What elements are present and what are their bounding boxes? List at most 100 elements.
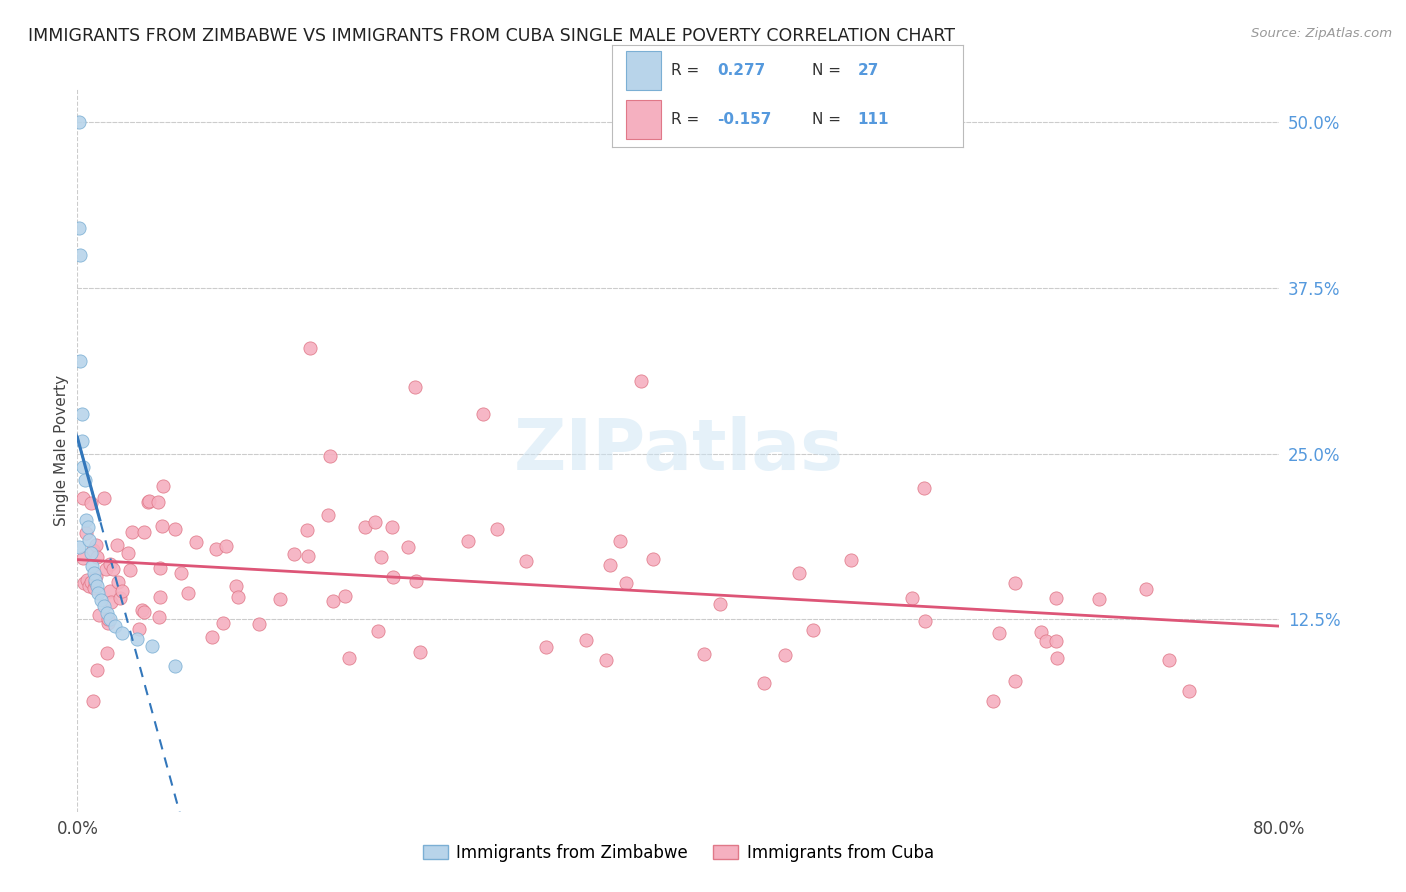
Point — [75, 526, 97, 541]
Point — [981, 694, 1004, 708]
Point — [87, 586, 110, 600]
Point — [107, 575, 129, 590]
Point — [75, 513, 97, 527]
Point — [641, 552, 664, 566]
Point — [87, 608, 110, 623]
Point — [177, 585, 200, 599]
Point — [801, 623, 824, 637]
Point — [370, 549, 392, 564]
Point — [485, 522, 508, 536]
Text: R =: R = — [672, 112, 704, 127]
Point — [134, 605, 156, 619]
Point — [70, 434, 93, 448]
Point — [396, 540, 419, 554]
Point — [382, 570, 405, 584]
Text: ZIPatlas: ZIPatlas — [513, 416, 844, 485]
Point — [299, 341, 322, 355]
Point — [283, 547, 305, 561]
Point — [839, 552, 862, 566]
Point — [914, 614, 936, 628]
Point — [247, 616, 270, 631]
Point — [80, 546, 103, 560]
Point — [614, 576, 637, 591]
Point — [1029, 624, 1052, 639]
Point — [96, 646, 118, 660]
Point — [86, 579, 108, 593]
Point — [111, 583, 134, 598]
Point — [212, 615, 235, 630]
Point — [72, 551, 94, 566]
Point — [84, 569, 107, 583]
Point — [149, 590, 172, 604]
Point — [131, 603, 153, 617]
Point — [364, 515, 387, 529]
Point — [82, 543, 104, 558]
Point — [1135, 582, 1157, 596]
Point — [1088, 591, 1111, 606]
Point — [111, 625, 134, 640]
Point — [404, 380, 426, 394]
Point — [515, 554, 537, 568]
Text: 0.277: 0.277 — [717, 62, 765, 78]
Point — [1046, 650, 1069, 665]
Point — [72, 460, 94, 475]
Point — [100, 595, 122, 609]
Point — [105, 538, 128, 552]
Point — [90, 592, 112, 607]
Point — [316, 508, 339, 523]
Point — [152, 479, 174, 493]
Point — [1004, 673, 1026, 688]
Point — [900, 591, 922, 605]
Point — [1004, 575, 1026, 590]
Point — [117, 546, 139, 560]
Point — [1045, 591, 1067, 605]
Point — [381, 520, 404, 534]
Point — [335, 589, 357, 603]
Point — [98, 583, 121, 598]
Point — [84, 573, 107, 587]
Point — [269, 591, 291, 606]
Point — [149, 561, 172, 575]
Point — [709, 597, 731, 611]
Point — [127, 632, 149, 647]
Point — [405, 574, 427, 589]
Point — [692, 647, 714, 661]
Point — [77, 579, 100, 593]
Point — [138, 493, 160, 508]
Point — [97, 615, 120, 630]
Text: N =: N = — [813, 112, 846, 127]
Point — [1045, 634, 1067, 648]
Text: -0.157: -0.157 — [717, 112, 772, 127]
Text: IMMIGRANTS FROM ZIMBABWE VS IMMIGRANTS FROM CUBA SINGLE MALE POVERTY CORRELATION: IMMIGRANTS FROM ZIMBABWE VS IMMIGRANTS F… — [28, 27, 955, 45]
Point — [97, 612, 120, 626]
Point — [789, 566, 811, 580]
Point — [67, 221, 90, 235]
Point — [82, 559, 104, 574]
Point — [80, 575, 103, 590]
Point — [150, 519, 173, 533]
Point — [141, 639, 163, 653]
Point — [104, 619, 127, 633]
Point — [148, 495, 170, 509]
Point — [595, 653, 617, 667]
Text: N =: N = — [813, 62, 846, 78]
Point — [225, 579, 247, 593]
Point — [80, 496, 103, 510]
Point — [93, 491, 115, 505]
Point — [1178, 684, 1201, 698]
Point — [93, 599, 115, 614]
Point — [100, 612, 122, 626]
Point — [72, 491, 94, 505]
Point — [84, 575, 107, 590]
Point — [98, 557, 121, 571]
Point — [86, 549, 108, 564]
Legend: Immigrants from Zimbabwe, Immigrants from Cuba: Immigrants from Zimbabwe, Immigrants fro… — [416, 837, 941, 869]
Point — [84, 538, 107, 552]
FancyBboxPatch shape — [626, 51, 661, 90]
Point — [228, 591, 250, 605]
Point — [773, 648, 796, 662]
Point — [94, 562, 117, 576]
Text: 27: 27 — [858, 62, 879, 78]
Point — [170, 566, 193, 581]
Point — [201, 631, 224, 645]
